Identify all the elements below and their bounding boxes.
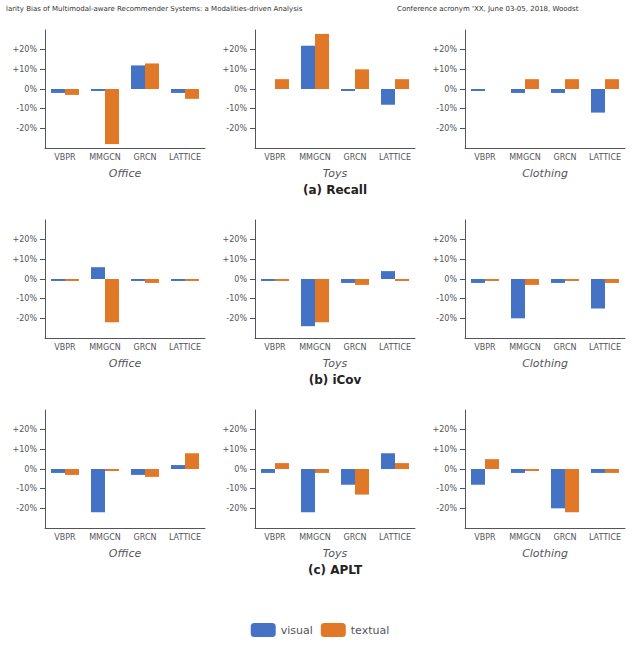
svg-text:0%: 0% [234, 275, 247, 284]
svg-text:Office: Office [109, 357, 142, 370]
svg-text:GRCN: GRCN [344, 153, 367, 162]
svg-text:Conference acronym 'XX, June 0: Conference acronym 'XX, June 03-05, 2018… [397, 5, 579, 13]
svg-text:-20%: -20% [436, 124, 457, 133]
svg-text:GRCN: GRCN [344, 343, 367, 352]
svg-text:LATTICE: LATTICE [379, 343, 411, 352]
svg-text:-20%: -20% [16, 314, 37, 323]
svg-text:LATTICE: LATTICE [169, 343, 201, 352]
svg-text:(c) APLT: (c) APLT [308, 563, 363, 577]
svg-text:MMGCN: MMGCN [299, 533, 331, 542]
svg-text:-10%: -10% [226, 484, 247, 493]
svg-text:LATTICE: LATTICE [589, 533, 621, 542]
svg-text:MMGCN: MMGCN [89, 343, 121, 352]
svg-text:VBPR: VBPR [474, 153, 496, 162]
svg-text:LATTICE: LATTICE [169, 153, 201, 162]
svg-text:GRCN: GRCN [554, 153, 577, 162]
svg-text:-20%: -20% [436, 504, 457, 513]
svg-text:+10%: +10% [433, 65, 458, 74]
svg-text:LATTICE: LATTICE [169, 533, 201, 542]
svg-text:0%: 0% [24, 85, 37, 94]
svg-text:+10%: +10% [223, 445, 248, 454]
svg-text:+20%: +20% [433, 45, 458, 54]
svg-text:-10%: -10% [16, 104, 37, 113]
svg-text:LATTICE: LATTICE [589, 153, 621, 162]
svg-text:VBPR: VBPR [264, 153, 286, 162]
svg-text:textual: textual [351, 624, 389, 637]
svg-text:VBPR: VBPR [474, 533, 496, 542]
svg-text:-10%: -10% [226, 104, 247, 113]
svg-text:Clothing: Clothing [522, 357, 568, 370]
svg-text:MMGCN: MMGCN [509, 343, 541, 352]
svg-text:+10%: +10% [223, 65, 248, 74]
svg-text:-10%: -10% [16, 294, 37, 303]
svg-text:+20%: +20% [13, 45, 38, 54]
svg-text:GRCN: GRCN [134, 153, 157, 162]
svg-text:0%: 0% [444, 85, 457, 94]
svg-text:MMGCN: MMGCN [509, 153, 541, 162]
svg-text:0%: 0% [234, 85, 247, 94]
svg-text:+10%: +10% [433, 445, 458, 454]
svg-text:VBPR: VBPR [54, 343, 76, 352]
svg-text:+20%: +20% [223, 235, 248, 244]
svg-text:VBPR: VBPR [474, 343, 496, 352]
svg-text:GRCN: GRCN [554, 343, 577, 352]
svg-text:+20%: +20% [223, 45, 248, 54]
svg-text:0%: 0% [24, 465, 37, 474]
svg-text:LATTICE: LATTICE [589, 343, 621, 352]
svg-text:0%: 0% [24, 275, 37, 284]
svg-text:Office: Office [109, 167, 142, 180]
svg-text:Toys: Toys [323, 357, 348, 370]
svg-text:+20%: +20% [13, 235, 38, 244]
svg-text:+10%: +10% [13, 65, 38, 74]
svg-text:Toys: Toys [323, 167, 348, 180]
svg-text:visual: visual [281, 624, 313, 637]
svg-text:0%: 0% [444, 275, 457, 284]
svg-text:LATTICE: LATTICE [379, 153, 411, 162]
svg-text:+20%: +20% [433, 235, 458, 244]
svg-text:larity Bias of Multimodal-awar: larity Bias of Multimodal-aware Recommen… [6, 5, 303, 13]
svg-text:-10%: -10% [436, 104, 457, 113]
svg-text:VBPR: VBPR [54, 533, 76, 542]
svg-text:GRCN: GRCN [134, 343, 157, 352]
svg-text:+20%: +20% [13, 425, 38, 434]
svg-text:+20%: +20% [223, 425, 248, 434]
svg-text:+20%: +20% [433, 425, 458, 434]
svg-text:GRCN: GRCN [344, 533, 367, 542]
svg-text:-20%: -20% [226, 314, 247, 323]
svg-text:Toys: Toys [323, 547, 348, 560]
svg-text:Clothing: Clothing [522, 167, 568, 180]
svg-text:VBPR: VBPR [264, 533, 286, 542]
svg-text:VBPR: VBPR [264, 343, 286, 352]
svg-text:+10%: +10% [13, 255, 38, 264]
svg-text:-10%: -10% [436, 294, 457, 303]
svg-text:MMGCN: MMGCN [89, 153, 121, 162]
svg-text:0%: 0% [444, 465, 457, 474]
svg-text:+10%: +10% [223, 255, 248, 264]
svg-text:-20%: -20% [226, 124, 247, 133]
svg-text:(a) Recall: (a) Recall [303, 183, 367, 197]
svg-text:(b) iCov: (b) iCov [309, 373, 362, 387]
svg-text:-20%: -20% [226, 504, 247, 513]
svg-text:GRCN: GRCN [134, 533, 157, 542]
svg-text:MMGCN: MMGCN [299, 153, 331, 162]
svg-text:MMGCN: MMGCN [89, 533, 121, 542]
svg-text:-10%: -10% [436, 484, 457, 493]
svg-text:-20%: -20% [16, 124, 37, 133]
svg-text:GRCN: GRCN [554, 533, 577, 542]
svg-text:MMGCN: MMGCN [509, 533, 541, 542]
svg-text:Clothing: Clothing [522, 547, 568, 560]
svg-text:LATTICE: LATTICE [379, 533, 411, 542]
svg-text:-10%: -10% [226, 294, 247, 303]
svg-text:0%: 0% [234, 465, 247, 474]
svg-text:-20%: -20% [16, 504, 37, 513]
svg-text:-20%: -20% [436, 314, 457, 323]
svg-text:MMGCN: MMGCN [299, 343, 331, 352]
svg-text:-10%: -10% [16, 484, 37, 493]
svg-text:Office: Office [109, 547, 142, 560]
svg-text:+10%: +10% [433, 255, 458, 264]
svg-text:+10%: +10% [13, 445, 38, 454]
svg-text:VBPR: VBPR [54, 153, 76, 162]
